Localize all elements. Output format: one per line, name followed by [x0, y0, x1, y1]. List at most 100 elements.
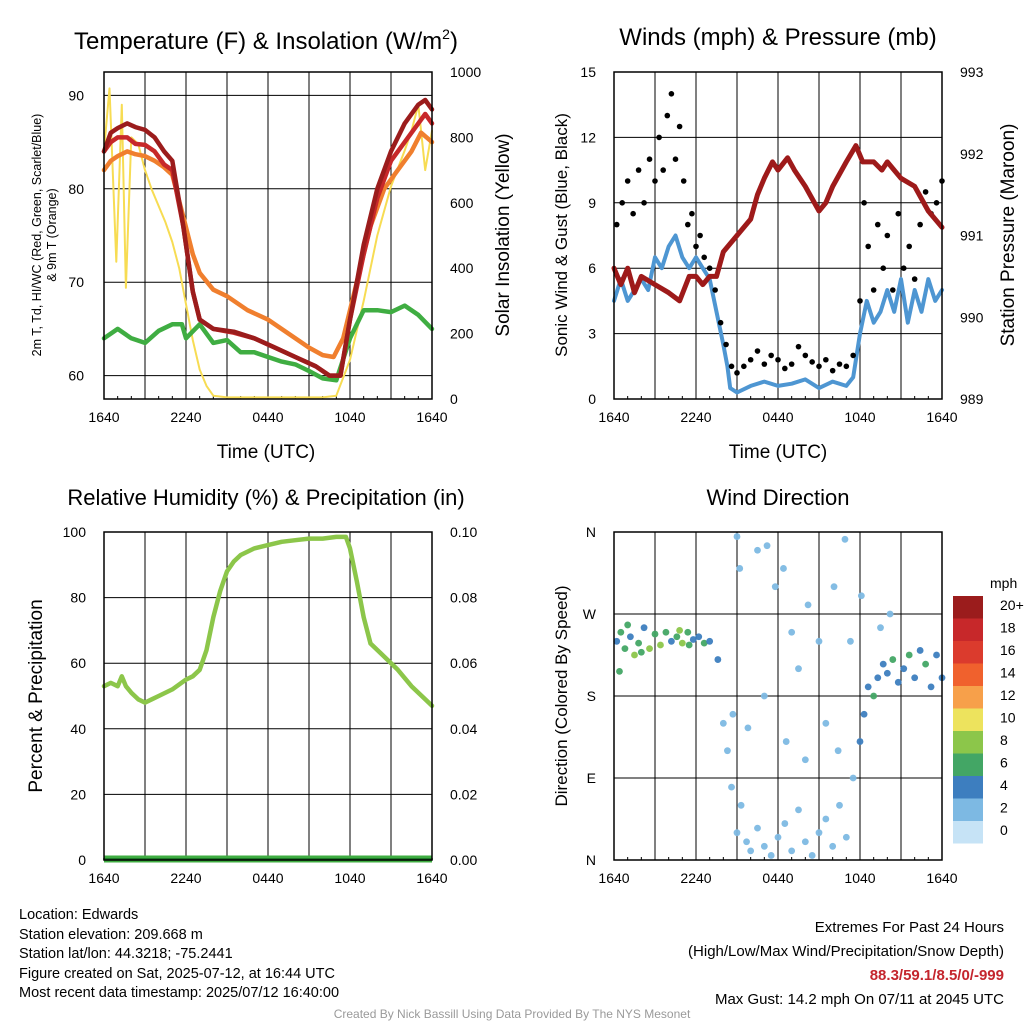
direction-point: [695, 633, 703, 641]
y-tick-label: 60: [70, 655, 86, 671]
direction-point: [841, 535, 849, 543]
winds-panel-xlabel: Time (UTC): [729, 442, 828, 463]
direction-point: [857, 592, 865, 600]
direction-point: [774, 833, 782, 841]
direction-point: [635, 639, 642, 647]
x-tick-label: 1640: [88, 409, 119, 425]
direction-point: [883, 669, 891, 677]
y-tick-label: 12: [580, 129, 596, 145]
series-relative-humidity: [101, 534, 435, 709]
y-tick-label: 90: [68, 87, 84, 103]
direction-point: [706, 637, 714, 645]
direction-point: [728, 783, 735, 791]
series-sonic-wind: [612, 233, 944, 395]
gust-point: [652, 178, 658, 184]
y-tick-label: 6: [588, 260, 596, 276]
gust-point: [664, 112, 671, 119]
direction-point: [631, 651, 638, 659]
direction-point: [842, 833, 850, 841]
y-tick-label: 40: [70, 721, 86, 737]
direction-point: [822, 719, 830, 727]
winds-panel: Winds (mph) & Pressure (mb) Sonic Wind &…: [552, 24, 1019, 463]
gust-point: [782, 365, 788, 372]
extremes-legend: (High/Low/Max Wind/Precipitation/Snow De…: [688, 943, 1004, 960]
gust-point: [761, 361, 768, 367]
legend-label: 2: [1000, 800, 1008, 816]
direction-point: [856, 738, 864, 745]
direction-point: [847, 637, 854, 645]
direction-point: [678, 639, 686, 647]
x-tick-label: 0440: [762, 870, 793, 886]
latlon-text: Station lat/lon: 44.3218; -75.2441: [19, 946, 233, 963]
direction-panel-title: Wind Direction: [706, 485, 849, 510]
direction-point: [662, 628, 670, 636]
gust-point: [874, 221, 881, 228]
gust-point: [795, 343, 802, 350]
direction-point: [673, 633, 681, 641]
legend-label: 0: [1000, 822, 1008, 838]
max-gust-text: Max Gust: 14.2 mph On 07/11 at 2045 UTC: [714, 991, 1004, 1008]
direction-point: [736, 565, 744, 572]
direction-point: [760, 842, 768, 850]
direction-point: [733, 829, 741, 837]
direction-point: [760, 692, 768, 700]
gust-point: [680, 178, 687, 184]
x-tick-label: 1640: [598, 870, 629, 886]
gust-point: [741, 363, 747, 370]
direction-point: [830, 583, 838, 591]
series-2m-t: [101, 97, 435, 378]
direction-point: [870, 692, 878, 700]
legend-label: 18: [1000, 620, 1016, 636]
direction-point: [801, 756, 809, 764]
direction-point: [808, 852, 816, 859]
gust-point: [712, 287, 718, 293]
direction-point: [714, 656, 722, 663]
legend-swatch: [953, 618, 983, 641]
direction-point: [771, 583, 779, 591]
y-tick-label: 70: [68, 274, 84, 290]
gust-point: [775, 356, 781, 363]
y-tick-label: 60: [68, 368, 84, 384]
gust-point: [884, 232, 891, 239]
humidity-panel: Relative Humidity (%) & Precipitation (i…: [26, 485, 477, 886]
x-tick-label: 2240: [680, 409, 711, 425]
plot-border: [613, 531, 943, 861]
gust-point: [933, 200, 940, 206]
y-tick-label: 15: [580, 64, 596, 80]
gust-point: [734, 370, 740, 376]
direction-point: [613, 637, 621, 645]
gust-point: [676, 123, 683, 130]
gust-point: [922, 189, 929, 195]
direction-point: [788, 628, 796, 636]
location-text: Location: Edwards: [19, 907, 139, 923]
direction-point: [743, 838, 750, 846]
x-tick-label: 1040: [334, 409, 365, 425]
direction-point: [754, 546, 761, 554]
direction-point: [815, 637, 823, 645]
y-tick-label: 0: [78, 852, 86, 868]
y2-tick-label: 0: [450, 391, 458, 407]
gust-point: [809, 359, 815, 365]
y-tick-label: 20: [70, 786, 86, 802]
x-tick-label: 1040: [844, 409, 875, 425]
gust-point: [646, 156, 653, 162]
gust-point: [723, 341, 729, 348]
gust-point: [685, 221, 691, 228]
extremes-info: Extremes For Past 24 Hours (High/Low/Max…: [688, 916, 1004, 1012]
elevation-text: Station elevation: 209.668 m: [19, 926, 203, 943]
y2-tick-label: 992: [960, 146, 984, 162]
x-tick-label: 1640: [598, 409, 629, 425]
gust-point: [768, 352, 774, 359]
credit-text: Created By Nick Bassill Using Data Provi…: [333, 1007, 691, 1021]
legend-swatch: [953, 821, 983, 844]
gust-point: [917, 221, 923, 228]
direction-point: [905, 651, 913, 659]
gust-point: [829, 367, 836, 374]
direction-point: [754, 824, 761, 832]
direction-point: [729, 710, 737, 718]
direction-point: [864, 683, 872, 691]
gust-point: [717, 319, 724, 326]
legend-label: 20+: [1000, 597, 1024, 613]
direction-point: [894, 678, 902, 686]
